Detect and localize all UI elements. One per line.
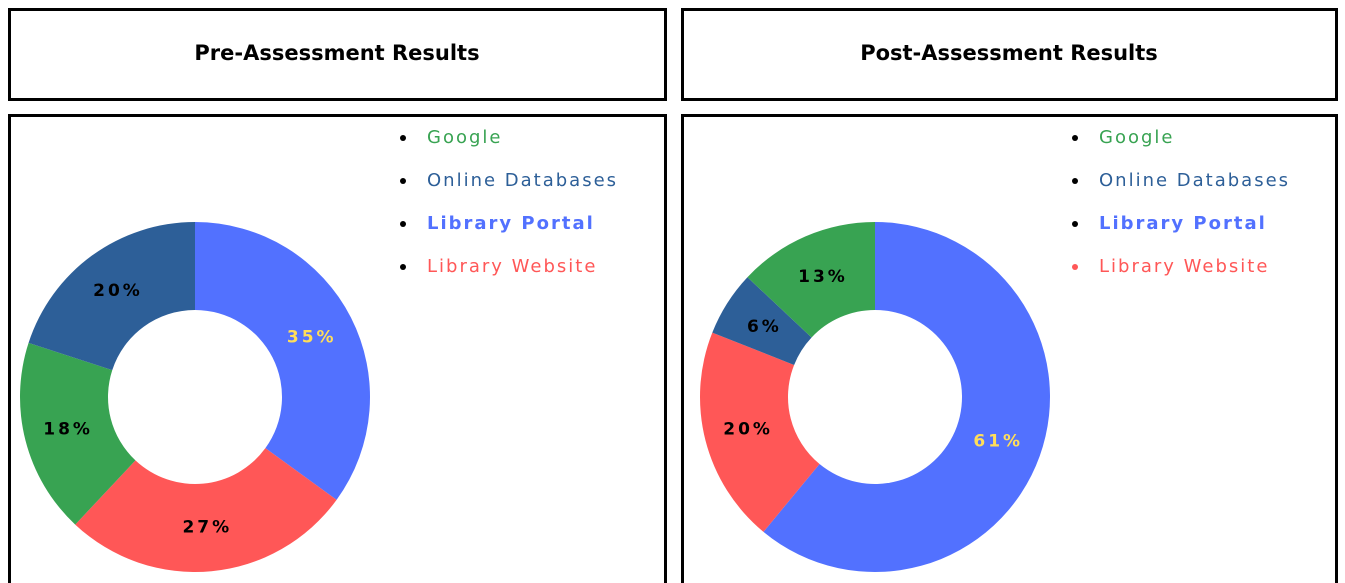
donut-slice [195, 222, 370, 500]
header-box [681, 8, 1338, 101]
value-label: 20% [723, 420, 773, 440]
value-label: 20% [93, 281, 143, 301]
value-label: 13% [798, 267, 848, 287]
value-label: 6% [747, 317, 782, 337]
legend-bullet [400, 264, 406, 270]
donut-slice [699, 332, 820, 532]
legend-label: Online Databases [427, 170, 618, 191]
legend-bullet [400, 178, 406, 184]
donut-slice [763, 222, 1050, 572]
value-label: 18% [43, 420, 93, 440]
donut-slice [747, 222, 875, 338]
legend-label: Google [1099, 127, 1174, 148]
donut-slice [75, 448, 337, 572]
legend-label: Library Website [427, 256, 597, 277]
legend-label: Library Website [1099, 256, 1269, 277]
value-label: 35% [287, 328, 337, 348]
chart-title: Pre-Assessment Results [194, 41, 479, 65]
legend-label: Google [427, 127, 502, 148]
chart-title: Post-Assessment Results [860, 41, 1158, 65]
donut-slice [712, 277, 812, 365]
legend-bullet [400, 135, 406, 141]
legend-label: Library Portal [1099, 213, 1267, 234]
value-label: 27% [182, 517, 232, 537]
legend-bullet [1072, 264, 1078, 270]
header-box [8, 8, 667, 101]
legend-bullet [1072, 221, 1078, 227]
legend-label: Library Portal [427, 213, 595, 234]
legend-bullet [1072, 135, 1078, 141]
donut-slice [20, 342, 136, 525]
legend-label: Online Databases [1099, 170, 1290, 191]
donut-slice [28, 222, 195, 371]
value-label: 61% [973, 431, 1023, 451]
legend-bullet [400, 221, 406, 227]
legend-bullet [1072, 178, 1078, 184]
